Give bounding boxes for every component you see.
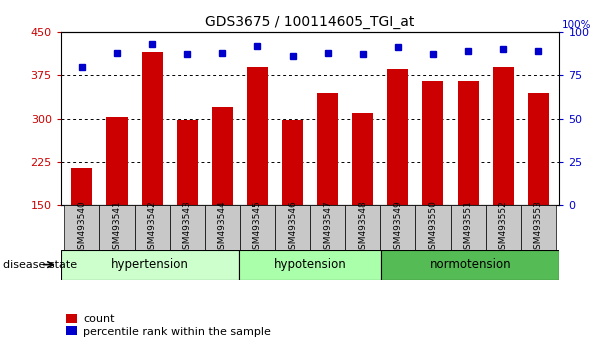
Text: GSM493548: GSM493548	[358, 200, 367, 255]
Text: GSM493542: GSM493542	[148, 200, 157, 255]
Bar	[142, 52, 162, 205]
Text: GSM493541: GSM493541	[112, 200, 122, 255]
Bar	[310, 205, 345, 250]
Bar	[423, 81, 443, 205]
Text: GSM493545: GSM493545	[253, 200, 262, 255]
Bar	[458, 81, 478, 205]
Text: hypertension: hypertension	[111, 258, 188, 271]
Text: 100%: 100%	[562, 21, 592, 30]
Text: GSM493540: GSM493540	[77, 200, 86, 255]
Text: GSM493547: GSM493547	[323, 200, 332, 255]
Bar	[64, 205, 100, 250]
Text: GSM493543: GSM493543	[182, 200, 192, 255]
Bar	[451, 205, 486, 250]
Bar	[212, 107, 233, 205]
Bar	[239, 250, 381, 280]
Bar	[528, 93, 549, 205]
Text: GSM493546: GSM493546	[288, 200, 297, 255]
Bar	[177, 120, 198, 205]
Bar	[492, 67, 514, 205]
Bar	[61, 250, 239, 280]
Bar	[345, 205, 380, 250]
Bar	[387, 69, 409, 205]
Bar	[71, 168, 92, 205]
Text: hypotension: hypotension	[274, 258, 347, 271]
Text: GSM493552: GSM493552	[499, 200, 508, 255]
Title: GDS3675 / 100114605_TGI_at: GDS3675 / 100114605_TGI_at	[206, 16, 415, 29]
Bar	[282, 120, 303, 205]
Bar	[205, 205, 240, 250]
Text: GSM493544: GSM493544	[218, 200, 227, 255]
Text: disease state: disease state	[3, 260, 77, 270]
Bar	[106, 118, 128, 205]
Text: GSM493550: GSM493550	[429, 200, 438, 255]
Bar	[380, 205, 415, 250]
Bar	[275, 205, 310, 250]
Bar	[415, 205, 451, 250]
Bar	[134, 205, 170, 250]
Bar	[100, 205, 134, 250]
Bar	[381, 250, 559, 280]
Bar	[520, 205, 556, 250]
Bar	[486, 205, 520, 250]
Bar	[352, 113, 373, 205]
Bar	[170, 205, 205, 250]
Legend: count, percentile rank within the sample: count, percentile rank within the sample	[66, 314, 271, 337]
Bar	[240, 205, 275, 250]
Text: GSM493553: GSM493553	[534, 200, 543, 255]
Text: normotension: normotension	[429, 258, 511, 271]
Bar	[247, 67, 268, 205]
Text: GSM493551: GSM493551	[463, 200, 472, 255]
Text: GSM493549: GSM493549	[393, 200, 402, 255]
Bar	[317, 93, 338, 205]
